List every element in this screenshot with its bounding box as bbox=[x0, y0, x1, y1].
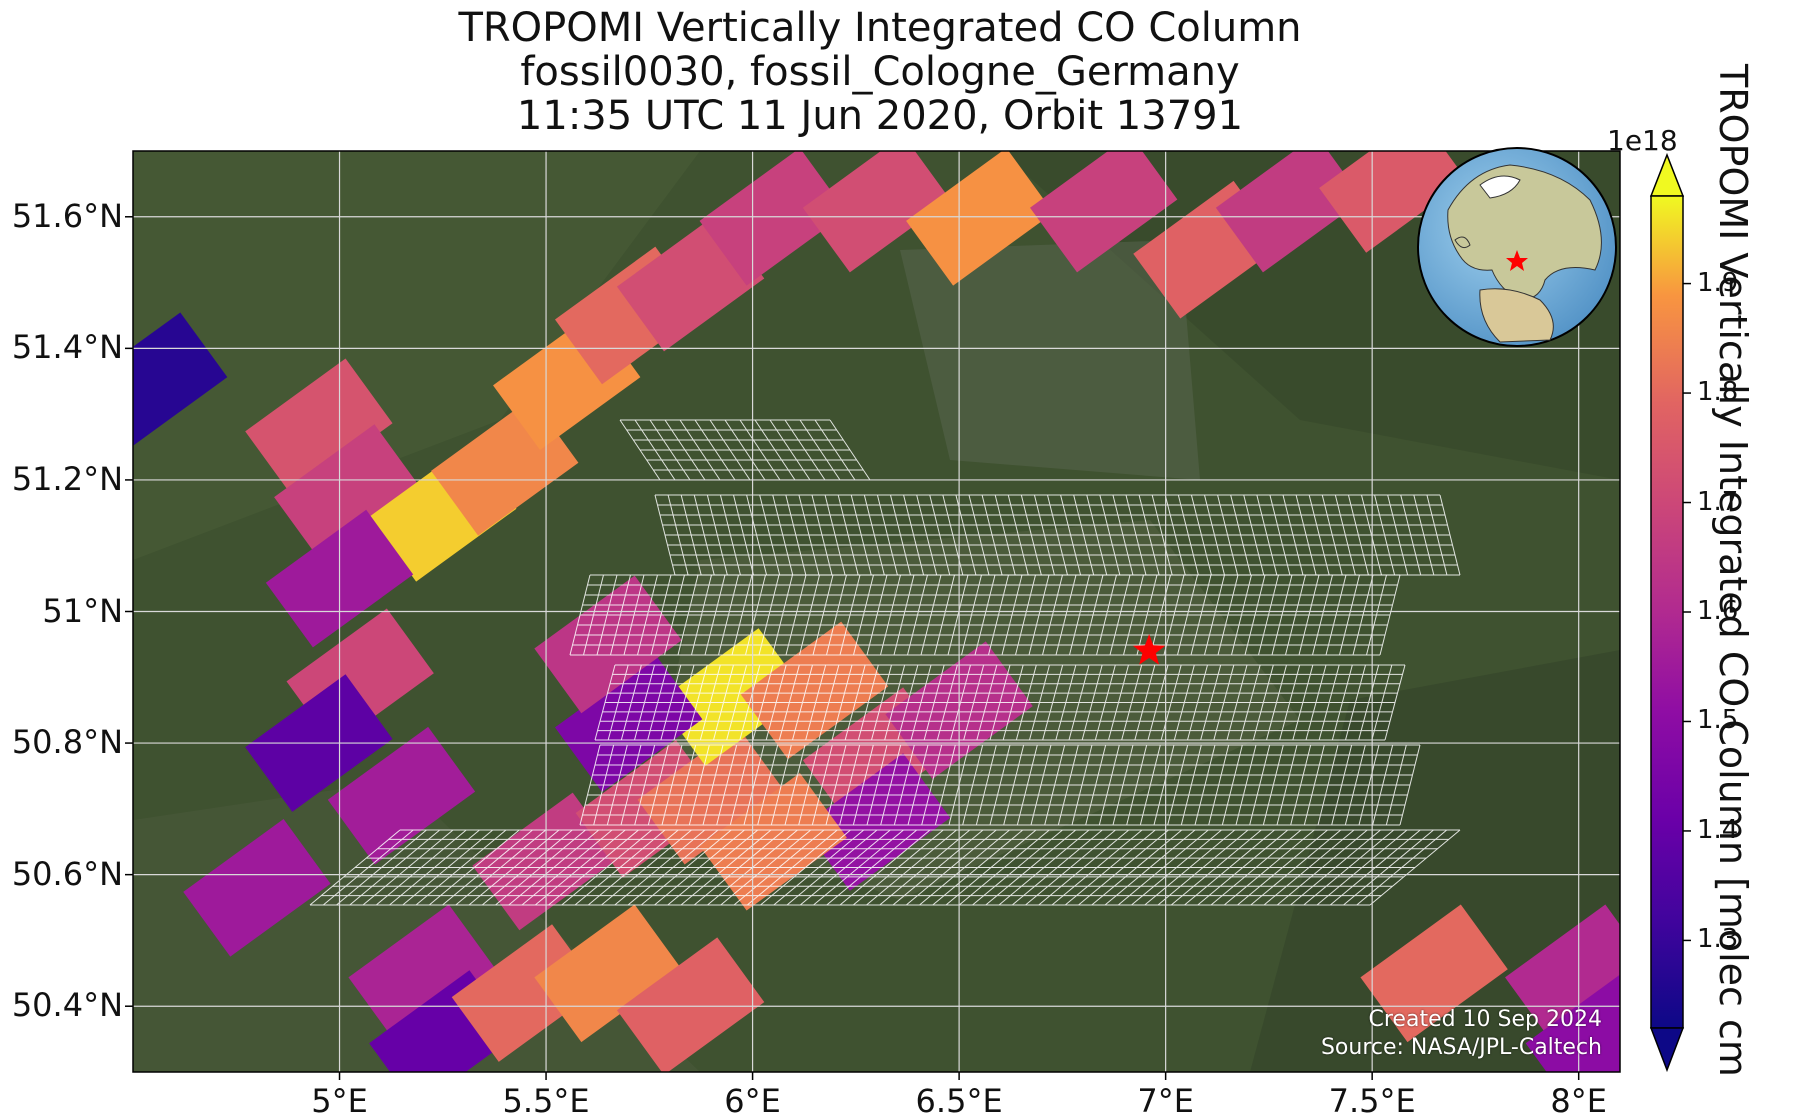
colorbar-tick-label: 1.7 bbox=[1697, 486, 1739, 517]
co-pixel bbox=[906, 151, 1054, 286]
colorbar-tick-label: 1.8 bbox=[1697, 377, 1739, 408]
co-pixel bbox=[245, 358, 393, 497]
lon-tick-label: 6.5°E bbox=[915, 1082, 1003, 1120]
lat-tick-label: 51.2°N bbox=[11, 459, 123, 498]
lon-tick-label: 7°E bbox=[1137, 1082, 1194, 1120]
lat-tick-label: 50.6°N bbox=[11, 854, 123, 893]
white-outline-grids bbox=[309, 419, 1461, 906]
source-label: Source: NASA/JPL-Caltech bbox=[1320, 1035, 1602, 1060]
lon-tick-label: 8°E bbox=[1550, 1082, 1607, 1120]
co-pixel bbox=[327, 726, 476, 865]
co-pixel bbox=[183, 818, 331, 957]
co-pixel bbox=[699, 772, 847, 911]
lat-tick-label: 51.4°N bbox=[11, 328, 123, 367]
outline-grid bbox=[619, 419, 871, 481]
co-pixel bbox=[554, 654, 703, 793]
colorbar-tick-label: 1.6 bbox=[1697, 596, 1739, 626]
co-pixel bbox=[658, 628, 806, 766]
lat-tick-label: 51.6°N bbox=[11, 196, 123, 235]
co-pixel bbox=[802, 753, 951, 891]
colorbar-title: TROPOMI Vertically Integrated CO Column … bbox=[1711, 64, 1755, 1077]
title-line-2: fossil0030, fossil_Cologne_Germany bbox=[520, 49, 1240, 95]
outline-grid bbox=[569, 574, 1401, 656]
created-date-label: Created 10 Sep 2024 bbox=[1368, 1007, 1603, 1032]
lon-tick-label: 5.5°E bbox=[502, 1082, 590, 1120]
lat-tick-label: 50.8°N bbox=[11, 723, 123, 762]
co-pixel bbox=[802, 151, 951, 273]
colorbar-tick-label: 1.9 bbox=[1697, 267, 1739, 298]
lat-tick-label: 51°N bbox=[42, 591, 123, 630]
co-pixel bbox=[348, 904, 496, 1043]
co-pixel bbox=[1360, 904, 1508, 1043]
outline-grid bbox=[579, 744, 1421, 826]
outline-grid bbox=[309, 829, 1461, 906]
figure-title: TROPOMI Vertically Integrated CO Column … bbox=[135, 6, 1625, 138]
colorbar-tick-label: 1.4 bbox=[1697, 814, 1739, 845]
title-line-3: 11:35 UTC 11 Jun 2020, Orbit 13791 bbox=[516, 93, 1244, 139]
co-pixel bbox=[534, 904, 682, 1043]
co-pixel bbox=[699, 151, 847, 286]
co-pixel bbox=[534, 575, 682, 714]
globe-inset-icon bbox=[1417, 147, 1617, 347]
co-pixel bbox=[1525, 974, 1620, 1072]
lon-tick-label: 6°E bbox=[724, 1082, 781, 1120]
colorbar bbox=[1649, 152, 1691, 1073]
outline-grid bbox=[654, 494, 1461, 576]
co-pixel bbox=[1030, 151, 1178, 273]
lon-tick-label: 7.5°E bbox=[1328, 1082, 1416, 1120]
co-pixel bbox=[616, 937, 765, 1072]
co-pixel bbox=[740, 621, 889, 760]
axis-ticks bbox=[125, 216, 1580, 1080]
title-line-1: TROPOMI Vertically Integrated CO Column bbox=[458, 5, 1302, 51]
colorbar-tick-label: 1.5 bbox=[1697, 705, 1739, 736]
colorbar-tick-label: 1.3 bbox=[1697, 924, 1739, 955]
co-pixel bbox=[1319, 151, 1467, 253]
co-pixel bbox=[274, 424, 422, 562]
target-star-icon bbox=[1132, 633, 1166, 665]
lon-tick-label: 5°E bbox=[311, 1082, 368, 1120]
outline-grid bbox=[594, 664, 1406, 741]
colorbar-exponent: 1e18 bbox=[1607, 124, 1678, 157]
co-pixel bbox=[1215, 151, 1364, 273]
co-pixel bbox=[133, 312, 228, 446]
lat-tick-label: 50.4°N bbox=[11, 986, 123, 1025]
